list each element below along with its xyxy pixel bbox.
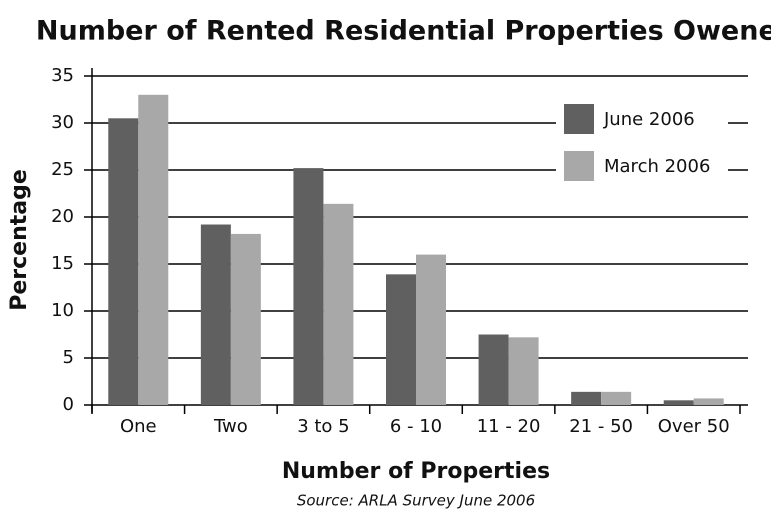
x-tick-label: Two [213, 416, 248, 437]
y-tick-label: 30 [51, 112, 74, 133]
x-axis-label: Number of Properties [282, 459, 550, 484]
bar [571, 391, 602, 405]
bar [386, 274, 416, 405]
bar [230, 233, 261, 405]
bar [478, 334, 509, 405]
y-tick-label: 20 [51, 206, 74, 227]
bar [323, 203, 354, 405]
bar [200, 224, 231, 405]
x-tick-label: 3 to 5 [297, 416, 349, 437]
y-tick-label: 25 [51, 159, 74, 180]
legend-swatch [564, 151, 594, 181]
legend-label: March 2006 [604, 156, 710, 177]
x-tick-label: One [120, 416, 157, 437]
legend-label: June 2006 [603, 109, 695, 130]
y-tick-label: 0 [63, 394, 74, 415]
x-tick-label: 11 - 20 [477, 416, 541, 437]
y-axis-label: Percentage [7, 169, 32, 311]
x-tick-label: Over 50 [658, 416, 730, 437]
x-tick-label: 21 - 50 [569, 416, 633, 437]
y-tick-label: 15 [51, 253, 74, 274]
y-tick-label: 5 [63, 347, 74, 368]
bar [138, 94, 169, 406]
bar [663, 400, 694, 405]
source: Source: ARLA Survey June 2006 [297, 492, 535, 510]
bar [416, 254, 446, 405]
bar [601, 391, 632, 405]
legend-swatch [564, 104, 594, 134]
bar [293, 168, 324, 405]
y-tick-label: 10 [51, 300, 74, 321]
bar [108, 118, 139, 406]
chart-title: Number of Rented Residential Properties … [36, 16, 771, 47]
x-tick-label: 6 - 10 [390, 416, 442, 437]
bar [693, 398, 724, 405]
bar [508, 337, 539, 405]
y-tick-label: 35 [51, 65, 74, 86]
